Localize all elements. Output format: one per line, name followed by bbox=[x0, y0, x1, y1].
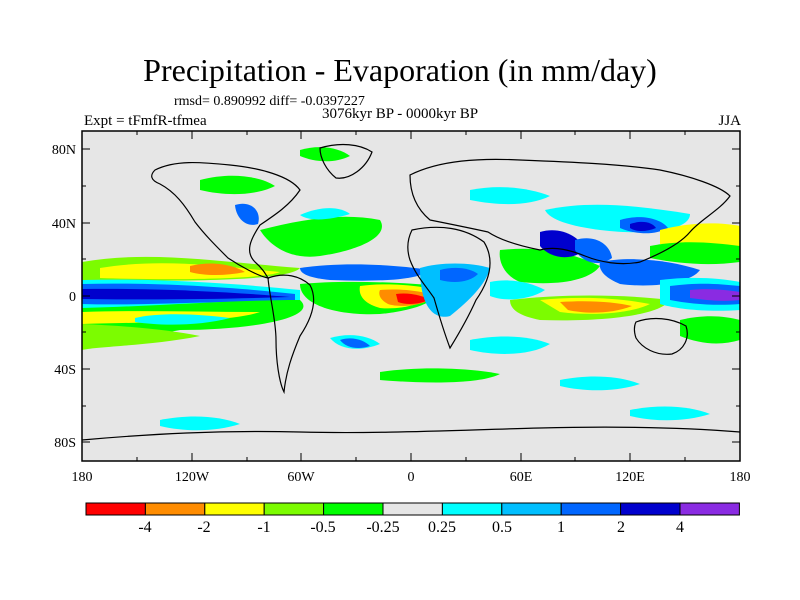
coast-africa bbox=[407, 226, 491, 350]
field-blue-s-atlantic bbox=[340, 338, 370, 348]
colorbar-label: -4 bbox=[138, 519, 151, 536]
colorbar-box bbox=[85, 502, 146, 516]
plot-title: Precipitation - Evaporation (in mm/day) bbox=[143, 52, 657, 88]
colorbar-label: 0.5 bbox=[492, 519, 512, 536]
colorbar-label: -1 bbox=[257, 519, 270, 536]
colorbar-box bbox=[144, 502, 206, 516]
lon-label: 120E bbox=[615, 470, 645, 485]
field-lime-s-pacific bbox=[82, 324, 200, 350]
lat-label: 40S bbox=[54, 363, 76, 378]
field-navy-africa bbox=[440, 267, 478, 282]
coast-australia bbox=[633, 317, 688, 355]
stats-line: rmsd= 0.890992 diff= -0.0397227 bbox=[174, 94, 365, 109]
colorbar-label: 0.25 bbox=[428, 519, 456, 536]
lat-label: 80N bbox=[52, 143, 76, 158]
field-cyan-s-ocean-b bbox=[560, 376, 640, 391]
lon-label: 60W bbox=[287, 470, 315, 485]
lat-ticks bbox=[82, 148, 740, 443]
lon-label: 180 bbox=[72, 470, 93, 485]
colorbar-label: -0.25 bbox=[366, 519, 399, 536]
field-green-n-pacific-mid bbox=[200, 175, 275, 195]
field-red-trop-atlantic bbox=[396, 293, 430, 304]
colorbar-box bbox=[263, 502, 325, 516]
colorbar-box bbox=[323, 502, 384, 516]
field-blue-bay bbox=[575, 238, 612, 264]
lon-ticks bbox=[136, 131, 686, 461]
colorbar-box bbox=[204, 502, 265, 516]
coast-antarctica bbox=[82, 426, 740, 441]
field-blue-n-atlantic bbox=[235, 203, 259, 225]
colorbar-label: 2 bbox=[617, 519, 625, 536]
coast-eurasia bbox=[409, 158, 731, 265]
field-cyan-n-atlantic bbox=[300, 208, 350, 220]
field-cyan-s-pacific bbox=[135, 314, 230, 325]
field-cyan-s-ocean-c bbox=[630, 406, 710, 421]
season-label: JJA bbox=[718, 113, 741, 129]
field-green-indian bbox=[499, 248, 600, 284]
field-navy-eq-pacific bbox=[82, 288, 290, 300]
colorbar-box bbox=[501, 502, 562, 516]
field-orange-n-pacific bbox=[190, 263, 245, 275]
colorbar-box bbox=[620, 502, 681, 516]
colorbar-box bbox=[560, 502, 622, 516]
precip-field bbox=[82, 143, 740, 441]
colorbar-boxes bbox=[85, 502, 740, 516]
colorbar-label: 4 bbox=[676, 519, 684, 536]
lat-label: 80S bbox=[54, 436, 76, 451]
field-cyan-s-ocean-a bbox=[160, 416, 240, 431]
field-cyan-indian-w bbox=[490, 280, 545, 300]
field-navy-asia bbox=[630, 221, 656, 231]
field-cyan-sw-indian bbox=[470, 336, 550, 354]
colorbar-label: -2 bbox=[197, 519, 210, 536]
field-cyan-eurasia bbox=[470, 187, 550, 205]
field-green-arctic bbox=[300, 147, 350, 162]
coast-north-america bbox=[151, 161, 301, 279]
lat-label: 0 bbox=[69, 290, 76, 305]
field-navy-india bbox=[540, 230, 585, 258]
lon-label: 60E bbox=[510, 470, 533, 485]
lon-label: 0 bbox=[408, 470, 415, 485]
colorbar-label: 1 bbox=[557, 519, 565, 536]
lon-label: 180 bbox=[730, 470, 751, 485]
field-green-sw-pacific bbox=[680, 316, 740, 344]
field-green-n-atlantic bbox=[260, 216, 382, 257]
field-purple-w-pacific bbox=[690, 289, 740, 301]
field-orange-s-indian bbox=[560, 301, 632, 313]
lat-label: 40N bbox=[52, 217, 76, 232]
lon-label: 120W bbox=[175, 470, 210, 485]
experiment-label: Expt = tFmfR-tfmea bbox=[84, 113, 207, 129]
colorbar-box bbox=[679, 502, 740, 516]
coast-greenland bbox=[319, 143, 373, 179]
coast-south-america bbox=[267, 274, 315, 395]
colorbar-label: -0.5 bbox=[310, 519, 335, 536]
period-label: 3076kyr BP - 0000kyr BP bbox=[322, 106, 479, 122]
colorbar: -4 -2 -1 -0.5 -0.25 0.25 0.5 1 2 4 bbox=[85, 502, 740, 536]
colorbar-box bbox=[382, 502, 443, 516]
coastlines bbox=[82, 143, 740, 441]
field-green-nw-pacific bbox=[650, 242, 740, 265]
field-green-s-ocean bbox=[380, 368, 500, 383]
colorbar-box bbox=[441, 502, 503, 516]
field-blue-eq-atlantic bbox=[300, 264, 430, 281]
